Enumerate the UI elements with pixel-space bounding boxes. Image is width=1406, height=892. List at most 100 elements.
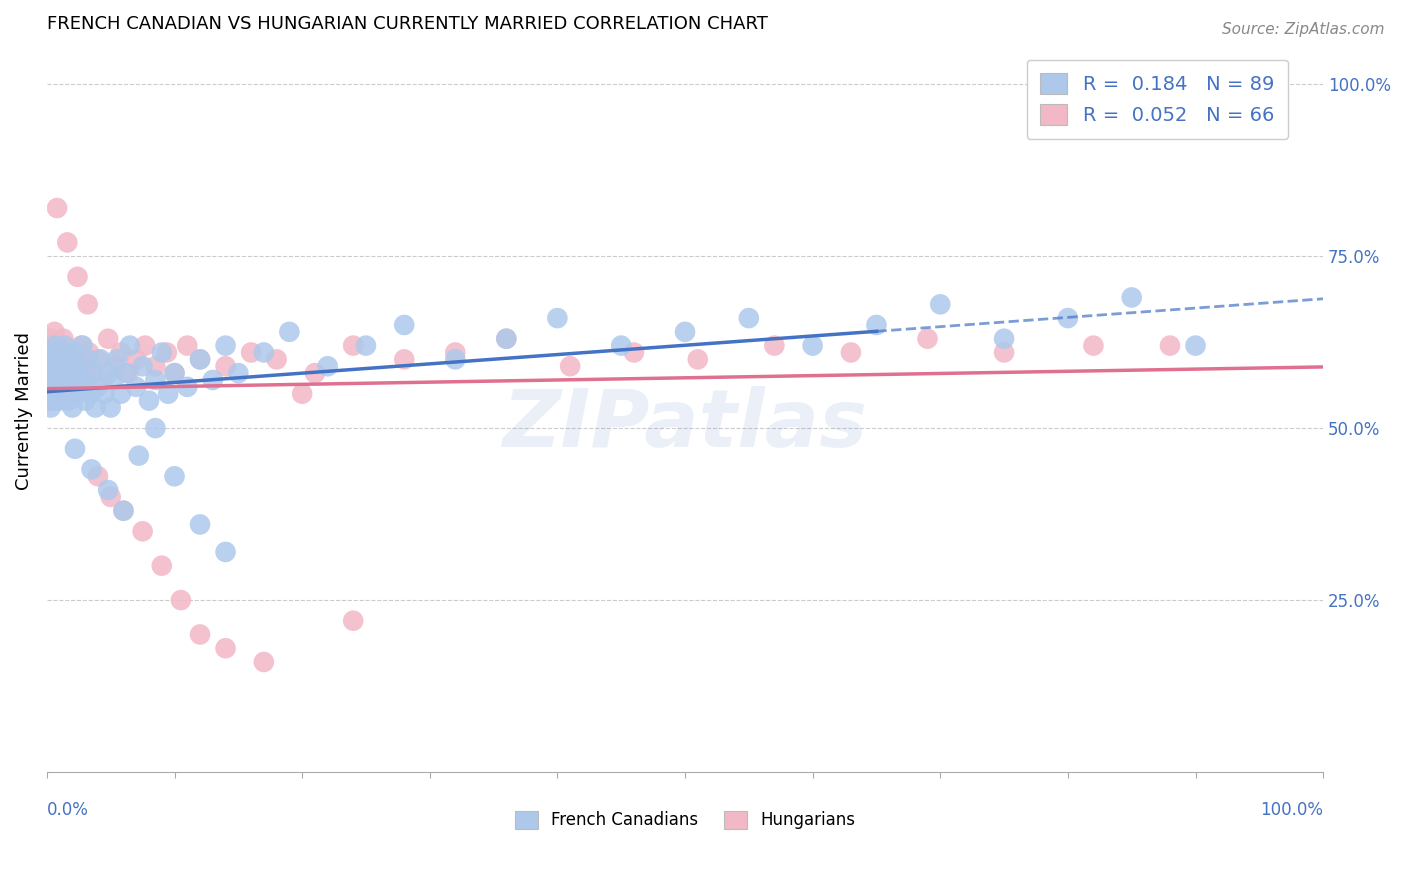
Point <box>41 393 63 408</box>
Point <box>214 359 236 374</box>
Point <box>56 359 79 374</box>
Point <box>610 338 633 352</box>
Point <box>89 352 111 367</box>
Point <box>46 380 69 394</box>
Point <box>82 366 104 380</box>
Point <box>495 332 517 346</box>
Point <box>354 338 377 352</box>
Point <box>176 380 198 394</box>
Point <box>91 373 114 387</box>
Point <box>51 366 73 380</box>
Point <box>65 386 87 401</box>
Point <box>188 352 211 367</box>
Point <box>278 325 301 339</box>
Text: ZIPatlas: ZIPatlas <box>502 386 868 465</box>
Point <box>546 311 568 326</box>
Point <box>41 373 63 387</box>
Point <box>97 332 120 346</box>
Point <box>44 386 66 401</box>
Point <box>316 359 339 374</box>
Point <box>44 338 66 352</box>
Point <box>1121 290 1143 304</box>
Point <box>100 490 122 504</box>
Point <box>62 401 84 415</box>
Text: FRENCH CANADIAN VS HUNGARIAN CURRENTLY MARRIED CORRELATION CHART: FRENCH CANADIAN VS HUNGARIAN CURRENTLY M… <box>46 15 768 33</box>
Point <box>131 524 153 539</box>
Y-axis label: Currently Married: Currently Married <box>15 332 32 490</box>
Point <box>46 338 69 352</box>
Point <box>52 386 75 401</box>
Point <box>67 359 90 374</box>
Point <box>46 359 69 374</box>
Point <box>58 345 80 359</box>
Point <box>56 235 79 250</box>
Point <box>865 318 887 332</box>
Point <box>150 345 173 359</box>
Point <box>110 386 132 401</box>
Point <box>48 352 70 367</box>
Point <box>87 352 110 367</box>
Point <box>69 380 91 394</box>
Point <box>41 345 63 359</box>
Point <box>59 380 82 394</box>
Point <box>84 401 107 415</box>
Point <box>801 338 824 352</box>
Point <box>70 338 93 352</box>
Point <box>37 352 59 367</box>
Point <box>188 517 211 532</box>
Point <box>156 345 179 359</box>
Point <box>342 338 364 352</box>
Point <box>58 393 80 408</box>
Point <box>444 345 467 359</box>
Point <box>138 393 160 408</box>
Point <box>342 614 364 628</box>
Text: Source: ZipAtlas.com: Source: ZipAtlas.com <box>1222 22 1385 37</box>
Point <box>63 442 86 456</box>
Point <box>60 352 83 367</box>
Point <box>394 318 416 332</box>
Point <box>686 352 709 367</box>
Text: 100.0%: 100.0% <box>1260 801 1323 820</box>
Point <box>1083 338 1105 352</box>
Point <box>1057 311 1080 326</box>
Point <box>266 352 288 367</box>
Point <box>117 366 139 380</box>
Point <box>48 380 70 394</box>
Point <box>145 373 167 387</box>
Point <box>93 386 115 401</box>
Point <box>738 311 761 326</box>
Point <box>42 366 65 380</box>
Point <box>495 332 517 346</box>
Point <box>55 359 77 374</box>
Point <box>37 359 59 374</box>
Point <box>62 373 84 387</box>
Point <box>110 345 132 359</box>
Point <box>48 352 70 367</box>
Point <box>560 359 582 374</box>
Point <box>76 297 98 311</box>
Point <box>38 332 60 346</box>
Point <box>145 421 167 435</box>
Point <box>62 345 84 359</box>
Legend: French Canadians, Hungarians: French Canadians, Hungarians <box>508 804 862 836</box>
Point <box>45 359 67 374</box>
Point <box>839 345 862 359</box>
Point <box>150 558 173 573</box>
Point <box>163 366 186 380</box>
Point <box>134 338 156 352</box>
Point <box>118 338 141 352</box>
Point <box>100 401 122 415</box>
Point <box>105 352 128 367</box>
Point <box>1159 338 1181 352</box>
Point <box>176 338 198 352</box>
Point <box>46 201 69 215</box>
Point <box>228 366 250 380</box>
Point <box>1184 338 1206 352</box>
Point <box>79 386 101 401</box>
Point <box>53 338 76 352</box>
Point <box>66 373 89 387</box>
Point <box>87 380 110 394</box>
Point <box>44 325 66 339</box>
Point <box>304 366 326 380</box>
Point <box>48 345 70 359</box>
